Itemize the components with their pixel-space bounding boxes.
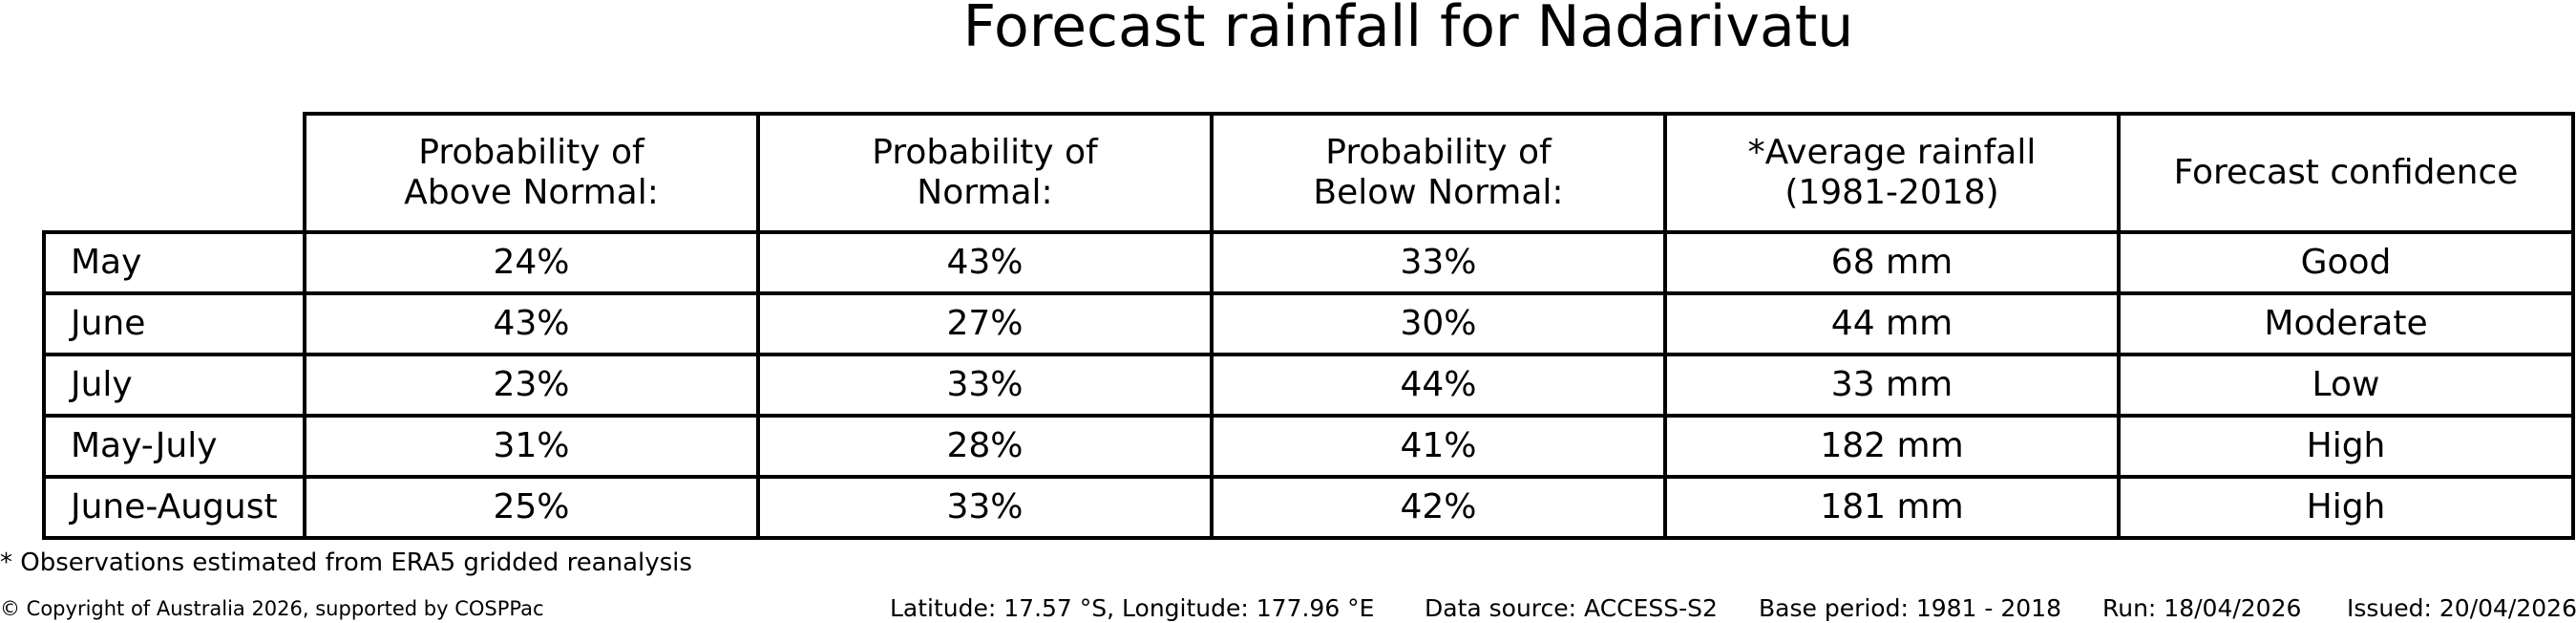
period-cell: June xyxy=(42,291,306,356)
confidence-cell: High xyxy=(2117,414,2575,479)
header-line: (1981-2018) xyxy=(1784,173,1999,212)
table-row: July 23% 33% 44% 33 mm Low xyxy=(42,353,2575,418)
confidence-cell: High xyxy=(2117,475,2575,540)
header-normal: Probability of Normal: xyxy=(756,112,1214,234)
run-date-info: Run: 18/04/2026 xyxy=(2102,594,2302,622)
data-source-info: Data source: ACCESS-S2 xyxy=(1425,594,1718,622)
confidence-cell: Low xyxy=(2117,353,2575,418)
period-cell: July xyxy=(42,353,306,418)
above-normal-cell: 31% xyxy=(303,414,760,479)
table-row: June-August 25% 33% 42% 181 mm High xyxy=(42,475,2575,540)
average-rainfall-cell: 44 mm xyxy=(1663,291,2121,356)
average-rainfall-cell: 181 mm xyxy=(1663,475,2121,540)
issued-date-info: Issued: 20/04/2026 xyxy=(2347,594,2576,622)
normal-cell: 27% xyxy=(756,291,1214,356)
chart-title: Forecast rainfall for Nadarivatu xyxy=(962,0,1854,60)
period-cell: May xyxy=(42,230,306,295)
header-above-normal: Probability of Above Normal: xyxy=(303,112,760,234)
header-line: Above Normal: xyxy=(404,173,659,212)
below-normal-cell: 41% xyxy=(1210,414,1667,479)
forecast-table: Probability of Above Normal: Probability … xyxy=(42,112,2575,540)
header-below-normal: Probability of Below Normal: xyxy=(1210,112,1667,234)
average-rainfall-cell: 68 mm xyxy=(1663,230,2121,295)
normal-cell: 33% xyxy=(756,353,1214,418)
normal-cell: 28% xyxy=(756,414,1214,479)
confidence-cell: Moderate xyxy=(2117,291,2575,356)
average-rainfall-cell: 182 mm xyxy=(1663,414,2121,479)
header-line: Probability of xyxy=(1325,133,1552,172)
below-normal-cell: 33% xyxy=(1210,230,1667,295)
table-row: June 43% 27% 30% 44 mm Moderate xyxy=(42,291,2575,356)
header-line: Normal: xyxy=(917,173,1053,212)
header-line: Probability of xyxy=(872,133,1098,172)
average-rainfall-cell: 33 mm xyxy=(1663,353,2121,418)
copyright-notice: © Copyright of Australia 2026, supported… xyxy=(0,597,544,620)
header-line: *Average rainfall xyxy=(1747,133,2037,172)
header-line: Forecast confidence xyxy=(2173,153,2519,192)
table-row: May 24% 43% 33% 68 mm Good xyxy=(42,230,2575,295)
header-forecast-confidence: Forecast confidence xyxy=(2117,112,2575,234)
normal-cell: 43% xyxy=(756,230,1214,295)
below-normal-cell: 30% xyxy=(1210,291,1667,356)
header-row: Probability of Above Normal: Probability … xyxy=(44,112,2575,234)
confidence-cell: Good xyxy=(2117,230,2575,295)
below-normal-cell: 44% xyxy=(1210,353,1667,418)
corner-cell xyxy=(44,114,306,234)
normal-cell: 33% xyxy=(756,475,1214,540)
table-row: May-July 31% 28% 41% 182 mm High xyxy=(42,414,2575,479)
footnote: * Observations estimated from ERA5 gridd… xyxy=(0,548,692,577)
above-normal-cell: 24% xyxy=(303,230,760,295)
period-cell: June-August xyxy=(42,475,306,540)
above-normal-cell: 23% xyxy=(303,353,760,418)
below-normal-cell: 42% xyxy=(1210,475,1667,540)
base-period-info: Base period: 1981 - 2018 xyxy=(1759,594,2061,622)
period-cell: May-July xyxy=(42,414,306,479)
above-normal-cell: 43% xyxy=(303,291,760,356)
above-normal-cell: 25% xyxy=(303,475,760,540)
location-info: Latitude: 17.57 °S, Longitude: 177.96 °E xyxy=(890,594,1375,622)
header-average-rainfall: *Average rainfall (1981-2018) xyxy=(1663,112,2121,234)
header-line: Probability of xyxy=(418,133,644,172)
header-line: Below Normal: xyxy=(1313,173,1564,212)
